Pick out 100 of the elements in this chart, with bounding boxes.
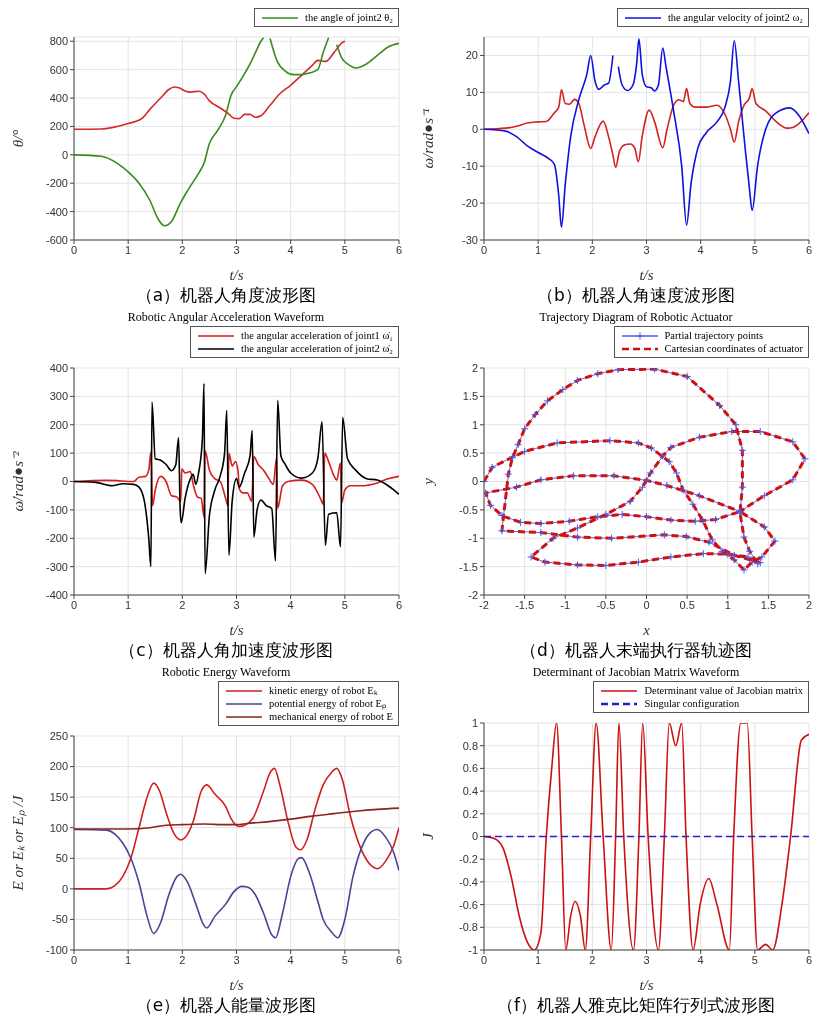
x-tick-label: -2 (479, 598, 489, 611)
y-tick-label: 600 (49, 63, 68, 76)
y-tick-label: 0.5 (462, 447, 478, 460)
text: （d）机器人末端执行器轨迹图 (519, 639, 753, 662)
chart-title: Robotic Angular Acceleration Waveform (126, 309, 326, 326)
y-axis-title: ω̇/rad●s⁻² (10, 451, 27, 512)
y-tick-label: -200 (45, 532, 68, 545)
chart-title: Trajectory Diagram of Robotic Actuator (538, 309, 734, 326)
y-tick-label: -0.8 (459, 921, 478, 934)
x-axis-title: t/s (639, 267, 654, 283)
y-tick-label: -20 (462, 197, 478, 209)
x-tick-label: 2 (589, 243, 596, 256)
y-tick-label: 50 (55, 852, 68, 865)
y-tick-label: -0.2 (459, 853, 478, 866)
y-axis-title: y (420, 477, 437, 487)
text: （a）机器人角度波形图 (134, 284, 318, 307)
y-tick-label: 200 (49, 120, 68, 133)
y-tick-label: 1.5 (462, 390, 478, 403)
y-tick-label: -100 (45, 943, 68, 956)
y-tick-label: 800 (49, 35, 68, 48)
legend-label: the angular acceleration of joint2 ω̇₂ (241, 342, 393, 355)
x-tick-label: 2 (805, 598, 813, 611)
x-tick-label: 4 (287, 598, 294, 611)
x-tick-label: 4 (697, 953, 704, 966)
x-axis-title: t/s (229, 622, 244, 638)
y-tick-label: 1 (471, 418, 478, 431)
x-tick-label: 5 (341, 598, 348, 611)
line-series (74, 40, 346, 131)
x-tick-label: 0 (70, 598, 78, 611)
y-tick-label: 0 (61, 475, 68, 488)
y-tick-label: 0 (61, 882, 68, 895)
x-tick-label: 6 (395, 243, 403, 256)
x-tick-label: 0 (70, 953, 78, 966)
legend-label: the angle of joint2 θ₂ (304, 11, 393, 24)
y-tick-label: -0.4 (459, 875, 478, 888)
y-tick-label: 250 (49, 729, 68, 742)
x-axis-title: t/s (229, 977, 244, 993)
x-tick-label: -1.5 (515, 598, 535, 611)
x-tick-label: 1 (724, 598, 731, 611)
x-tick-label: -0.5 (596, 598, 616, 611)
y-tick-label: -30 (462, 233, 478, 246)
x-tick-label: 2 (179, 598, 186, 611)
x-axis-title: t/s (639, 977, 654, 993)
x-tick-label: 6 (805, 953, 813, 966)
y-tick-label: 0 (471, 830, 478, 843)
legend-label: the angular acceleration of joint1 ω̇₁ (241, 329, 393, 342)
y-tick-label: 400 (49, 91, 68, 104)
x-tick-label: 0 (480, 953, 488, 966)
y-tick-label: 200 (49, 418, 68, 431)
x-axis-title: t/s (229, 267, 244, 283)
y-tick-label: 400 (49, 361, 68, 374)
y-tick-label: 300 (49, 390, 68, 403)
y-tick-label: -2 (468, 588, 478, 601)
x-tick-label: 5 (341, 243, 348, 256)
y-tick-label: 200 (49, 760, 68, 773)
y-tick-label: 0.2 (462, 807, 478, 820)
text: （b）机器人角速度波形图 (536, 284, 736, 307)
x-tick-label: 5 (341, 953, 348, 966)
y-axis-title: E or Eₖ or Eₚ /J (10, 794, 28, 892)
y-tick-label: -1 (468, 532, 478, 545)
y-tick-label: 10 (465, 86, 478, 99)
x-tick-label: 2 (589, 953, 596, 966)
x-tick-label: 4 (287, 243, 294, 256)
x-tick-label: 1 (535, 243, 542, 256)
line-series (74, 767, 399, 890)
y-tick-label: 1 (471, 716, 478, 729)
x-tick-label: 5 (751, 953, 758, 966)
x-tick-label: 0 (480, 243, 488, 256)
text: （e）机器人能量波形图 (134, 994, 318, 1017)
x-tick-label: 0 (643, 598, 650, 611)
x-tick-label: 3 (233, 243, 240, 256)
legend-label: Determinant value of Jacobian matrix (644, 684, 803, 697)
x-tick-label: -1 (560, 598, 571, 611)
x-tick-label: 3 (233, 598, 240, 611)
line-series (484, 87, 809, 169)
y-tick-label: -300 (45, 560, 68, 573)
x-tick-label: 4 (287, 953, 294, 966)
line-series (74, 382, 399, 575)
legend-label: Cartesian coordinates of actuator (664, 342, 803, 355)
legend-label: Singular configuration (644, 697, 740, 710)
x-tick-label: 4 (697, 243, 704, 256)
y-tick-label: 150 (49, 791, 68, 804)
legend-label: mechanical energy of robot E (268, 710, 393, 723)
x-tick-label: 6 (395, 598, 403, 611)
y-tick-label: -1 (468, 943, 478, 956)
y-tick-label: -0.6 (459, 898, 478, 911)
x-tick-label: 3 (233, 953, 240, 966)
y-tick-label: -10 (462, 160, 478, 173)
legend-label: the angular velocity of joint2 ω₂ (667, 11, 803, 24)
y-tick-label: 0 (471, 123, 478, 136)
y-axis-title: J (420, 831, 437, 840)
y-tick-label: 0.4 (462, 785, 478, 798)
y-tick-label: 100 (49, 447, 68, 460)
x-tick-label: 6 (395, 953, 403, 966)
x-tick-label: 1 (125, 243, 132, 256)
x-tick-label: 1.5 (760, 598, 777, 611)
y-tick-label: 0.8 (462, 739, 478, 752)
y-tick-label: 2 (471, 361, 478, 374)
chart-title: Robotic Energy Waveform (160, 664, 292, 681)
legend-label: Partial trajectory points (664, 329, 764, 342)
